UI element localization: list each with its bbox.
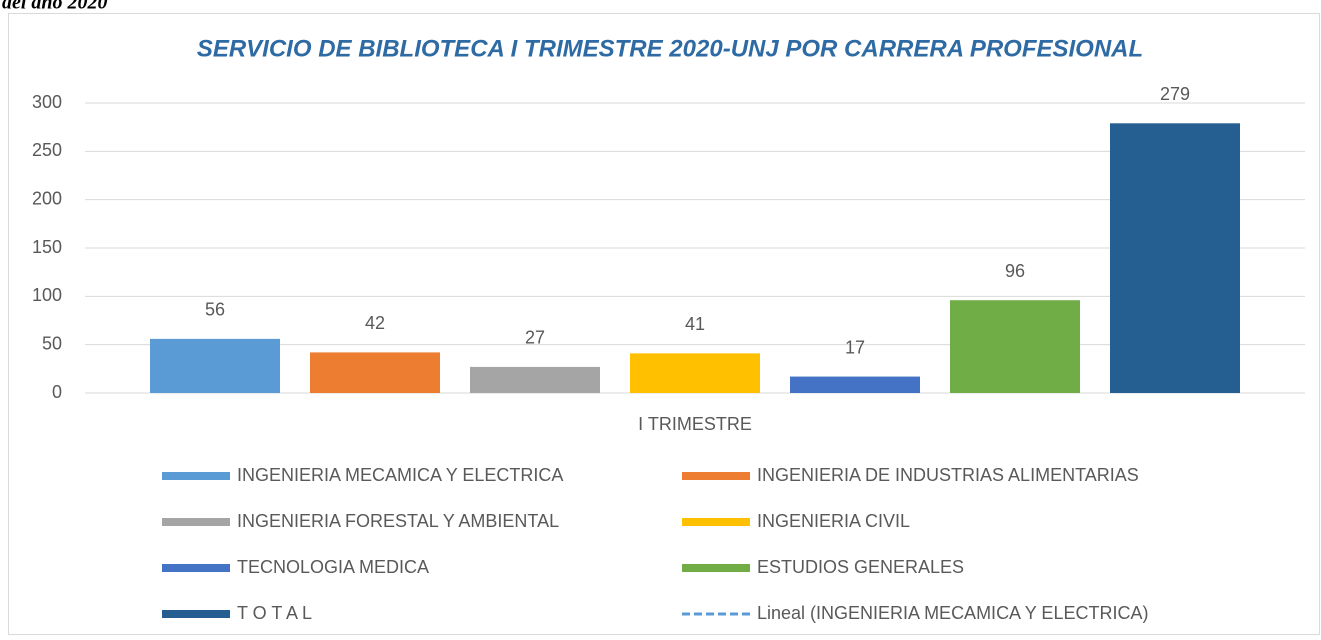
legend-label: INGENIERIA MECAMICA Y ELECTRICA: [237, 465, 563, 485]
bar: [470, 366, 600, 393]
legend-swatch: [162, 518, 230, 526]
legend-label: T O T A L: [237, 603, 312, 623]
legend-swatch: [162, 472, 230, 480]
data-label: 41: [685, 314, 705, 334]
y-tick-label: 300: [32, 92, 62, 112]
bar: [150, 338, 280, 393]
data-label: 17: [845, 337, 865, 357]
bar: [1110, 123, 1240, 394]
legend-label: TECNOLOGIA MEDICA: [237, 557, 429, 577]
y-tick-label: 150: [32, 237, 62, 257]
legend-swatch: [682, 472, 750, 480]
bar: [310, 352, 440, 393]
chart-title: SERVICIO DE BIBLIOTECA I TRIMESTRE 2020-…: [197, 35, 1143, 62]
y-tick-label: 250: [32, 140, 62, 160]
chart-frame: [8, 13, 1320, 635]
x-tick-label: I TRIMESTRE: [638, 414, 752, 434]
legend-swatch: [162, 564, 230, 572]
y-tick-label: 50: [42, 333, 62, 353]
y-tick-label: 0: [52, 382, 62, 402]
legend-swatch: [682, 564, 750, 572]
caption: del año 2020: [2, 0, 108, 14]
y-tick-label: 200: [32, 188, 62, 208]
legend-label: INGENIERIA DE INDUSTRIAS ALIMENTARIAS: [757, 465, 1139, 485]
legend-swatch: [162, 610, 230, 618]
legend-label: Lineal (INGENIERIA MECAMICA Y ELECTRICA): [757, 603, 1148, 623]
data-label: 27: [525, 328, 545, 348]
bar: [630, 353, 760, 393]
data-label: 56: [205, 300, 225, 320]
legend-label: ESTUDIOS GENERALES: [757, 557, 964, 577]
bar: [950, 300, 1080, 393]
legend-swatch: [682, 518, 750, 526]
bar: [790, 376, 920, 393]
data-label: 279: [1160, 84, 1190, 104]
data-label: 96: [1005, 261, 1025, 281]
data-label: 42: [365, 313, 385, 333]
legend-label: INGENIERIA FORESTAL Y AMBIENTAL: [237, 511, 559, 531]
legend-label: INGENIERIA CIVIL: [757, 511, 910, 531]
y-tick-label: 100: [32, 285, 62, 305]
